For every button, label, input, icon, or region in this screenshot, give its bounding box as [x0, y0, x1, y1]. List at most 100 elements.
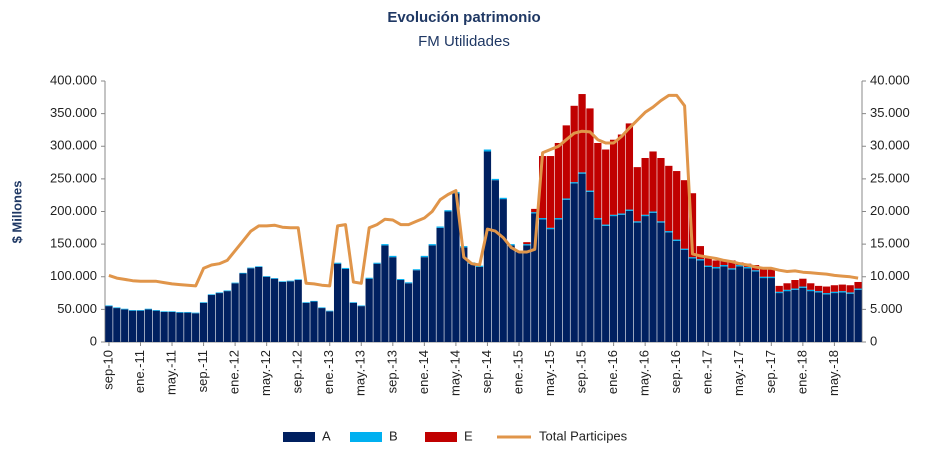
bar-segment: [759, 278, 768, 342]
bar-segment: [696, 246, 704, 260]
bar-segment: [499, 199, 507, 342]
bar-segment: [838, 291, 846, 293]
bar-segment: [633, 167, 641, 222]
bar-segment: [136, 310, 145, 342]
x-tick-label: may.-16: [637, 350, 652, 396]
bar-segment: [602, 224, 610, 226]
bar-segment: [562, 125, 570, 199]
bar-segment: [799, 278, 807, 287]
bar-segment: [168, 311, 176, 342]
bar-segment: [144, 308, 153, 310]
bar-segment: [231, 283, 239, 342]
bar-segment: [704, 257, 712, 266]
bar-segment: [807, 289, 815, 292]
bar-segment: [720, 266, 728, 342]
legend-label: B: [389, 428, 398, 443]
x-tick-label: may.-14: [447, 350, 462, 396]
bar-segment: [554, 218, 563, 220]
bar-segment: [783, 289, 791, 292]
bar-segment: [121, 309, 129, 342]
bar-segment: [807, 283, 815, 290]
bar-segment: [444, 211, 452, 342]
bar-segment: [665, 231, 673, 233]
y2-tick-label: 30.000: [870, 138, 910, 153]
bar-segment: [538, 218, 547, 220]
bar-segment: [830, 293, 839, 342]
y-tick-label: 250.000: [50, 170, 97, 185]
y-tick-label: 150.000: [50, 236, 97, 251]
bar-segment: [570, 183, 578, 342]
bar-segment: [192, 312, 200, 314]
x-tick-label: may.-17: [731, 350, 746, 396]
bar-segment: [775, 291, 783, 294]
bar-segment: [846, 293, 854, 342]
bar-segment: [625, 210, 634, 342]
bar-segment: [475, 266, 484, 342]
bar-segment: [594, 219, 602, 342]
bar-segment: [499, 197, 507, 200]
bar-segment: [444, 210, 452, 212]
bar-segment: [523, 244, 531, 246]
chart-title: Evolución patrimonio: [387, 9, 540, 26]
bar-segment: [728, 268, 736, 270]
bar-segment: [751, 271, 760, 342]
bar-segment: [830, 291, 839, 294]
x-tick-label: may.-13: [353, 350, 368, 396]
bar-segment: [538, 219, 547, 342]
x-tick-label: ene.-11: [132, 350, 147, 393]
bar-segment: [531, 213, 539, 342]
bar-segment: [436, 227, 444, 342]
bar-segment: [389, 255, 397, 258]
legend-label: A: [322, 428, 331, 443]
bar-segment: [554, 142, 563, 219]
bar-segment: [341, 268, 350, 342]
y-tick-label: 300.000: [50, 138, 97, 153]
bar-segment: [602, 149, 610, 225]
bar-segment: [452, 193, 460, 342]
bar-segment: [594, 218, 602, 220]
bar-segment: [365, 277, 373, 279]
y2-tick-label: 10.000: [870, 268, 910, 283]
bar-segment: [736, 266, 744, 342]
bar-segment: [586, 191, 594, 342]
bar-segment: [594, 142, 602, 219]
x-tick-label: ene.-13: [321, 350, 336, 394]
bar-segment: [286, 280, 294, 282]
bar-segment: [420, 255, 429, 258]
x-tick-label: sep.-11: [195, 350, 210, 392]
bar-segment: [318, 308, 326, 342]
bar-segment: [665, 165, 673, 232]
bar-segment: [263, 276, 271, 342]
bar-segment: [255, 266, 263, 342]
bar-segment: [609, 214, 618, 217]
legend-label: E: [464, 428, 473, 443]
bar-segment: [144, 309, 153, 342]
bar-segment: [791, 280, 799, 289]
bar-segment: [192, 313, 200, 342]
bar-segment: [570, 105, 578, 183]
bar-segment: [767, 268, 775, 277]
bar-segment: [854, 281, 862, 289]
bar-segment: [515, 251, 523, 342]
bar-segment: [751, 270, 760, 272]
bar-segment: [846, 292, 854, 294]
bar-segment: [113, 307, 121, 309]
bar-segment: [341, 267, 350, 269]
bar-segment: [239, 272, 247, 274]
bar-segment: [728, 260, 736, 269]
bar-segment: [830, 285, 839, 292]
bar-segment: [420, 257, 429, 342]
bar-segment: [641, 216, 649, 342]
bar-segment: [523, 242, 531, 245]
bar-segment: [578, 173, 586, 342]
bar-segment: [759, 268, 768, 277]
bar-segment: [814, 291, 823, 293]
bar-segment: [838, 292, 846, 342]
bar-segment: [207, 295, 216, 342]
x-tick-label: sep.-13: [384, 350, 399, 393]
bar-segment: [578, 172, 586, 174]
bar-segment: [523, 245, 531, 342]
bar-segment: [270, 278, 279, 342]
bar-segment: [617, 213, 626, 215]
bar-segment: [105, 305, 113, 307]
